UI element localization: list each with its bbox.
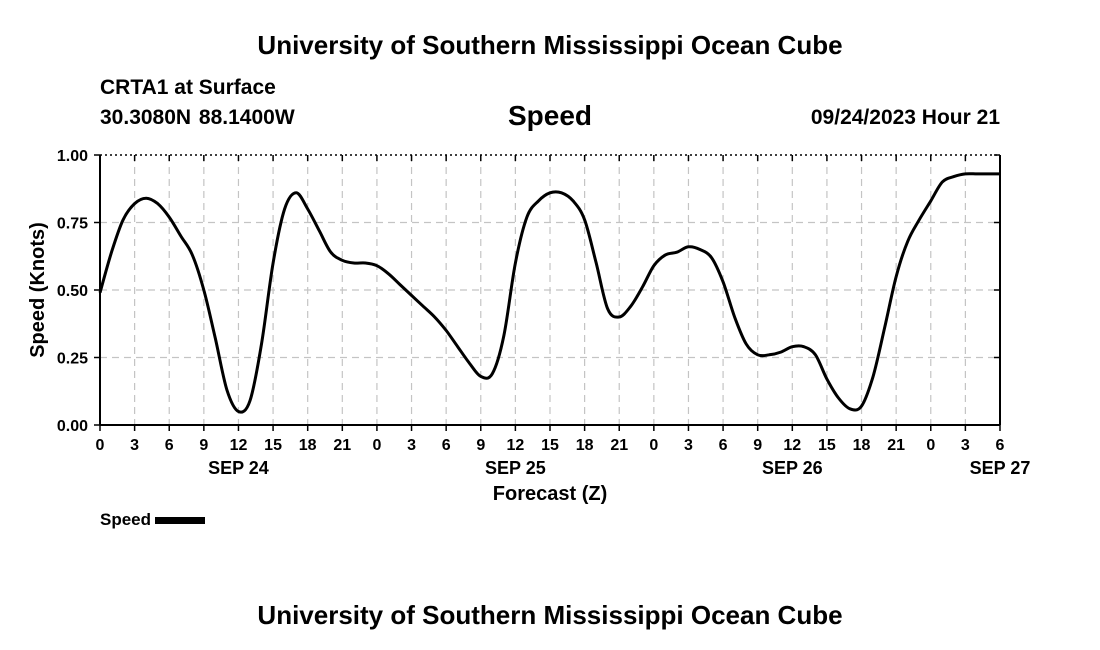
- x-tick-label: 3: [961, 437, 970, 454]
- x-tick-label: 21: [333, 437, 351, 454]
- x-tick-label: 18: [299, 437, 317, 454]
- x-tick-label: 15: [264, 437, 282, 454]
- coordinates-label: 30.3080N 88.1400W: [100, 106, 295, 129]
- page-title: University of Southern Mississippi Ocean…: [257, 30, 843, 60]
- x-tick-label: 15: [818, 437, 836, 454]
- x-date-label: SEP 24: [208, 458, 269, 478]
- x-tick-label: 0: [649, 437, 658, 454]
- legend-label: Speed: [100, 510, 152, 529]
- y-axis-label: Speed (Knots): [27, 222, 49, 358]
- x-tick-label: 3: [407, 437, 416, 454]
- x-tick-label: 21: [887, 437, 905, 454]
- y-tick-label: 1.00: [57, 148, 88, 165]
- x-tick-label: 0: [926, 437, 935, 454]
- y-tick-label: 0.00: [57, 418, 88, 435]
- x-tick-label: 12: [506, 437, 524, 454]
- x-tick-label: 3: [684, 437, 693, 454]
- y-tick-label: 0.25: [57, 351, 88, 368]
- x-tick-label: 3: [130, 437, 139, 454]
- x-tick-label: 6: [442, 437, 451, 454]
- x-tick-label: 9: [199, 437, 208, 454]
- y-tick-label: 0.50: [57, 283, 88, 300]
- x-tick-label: 18: [576, 437, 594, 454]
- legend-line-swatch: [155, 516, 206, 524]
- x-tick-label: 12: [230, 437, 248, 454]
- x-tick-label: 21: [610, 437, 628, 454]
- forecast-datetime: 09/24/2023 Hour 21: [810, 106, 1000, 129]
- x-tick-label: 0: [372, 437, 381, 454]
- footer-title: University of Southern Mississippi Ocean…: [257, 600, 843, 630]
- x-tick-label: 9: [753, 437, 762, 454]
- x-tick-label: 6: [996, 437, 1005, 454]
- series-line-speed: [98, 172, 1000, 414]
- x-date-label: SEP 25: [485, 458, 546, 478]
- x-tick-label: 0: [96, 437, 105, 454]
- x-date-label: SEP 27: [970, 458, 1031, 478]
- x-tick-label: 12: [783, 437, 801, 454]
- y-tick-label: 0.75: [57, 216, 88, 233]
- station-label: CRTA1 at Surface: [100, 76, 276, 99]
- parameter-title: Speed: [507, 100, 593, 131]
- x-date-label: SEP 26: [762, 458, 823, 478]
- chart-grid: [100, 155, 1000, 425]
- x-axis-label: Forecast (Z): [493, 483, 607, 505]
- x-tick-label: 9: [476, 437, 485, 454]
- chart-ticks: 0 3 6 9 12 15 18 21 0 3 6 9 12 15 18 21 0 3 6 9 12 15 18 21 0 3 6 S…: [57, 148, 1031, 478]
- x-tick-label: 18: [853, 437, 871, 454]
- chart-series: [98, 172, 1000, 414]
- x-tick-label: 15: [541, 437, 559, 454]
- x-tick-label: 6: [719, 437, 728, 454]
- x-tick-label: 6: [165, 437, 174, 454]
- chart-legend: Speed: [100, 510, 206, 530]
